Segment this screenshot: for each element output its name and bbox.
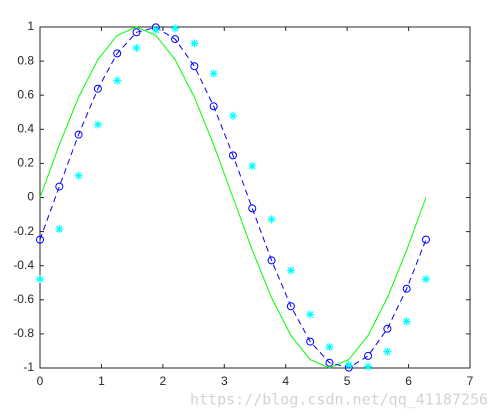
marker bbox=[209, 69, 218, 78]
marker bbox=[402, 284, 411, 293]
marker bbox=[248, 161, 257, 170]
marker bbox=[55, 182, 64, 191]
x-tick-label: 1 bbox=[98, 374, 105, 388]
marker bbox=[306, 310, 315, 319]
y-tick-label: -0.8 bbox=[13, 326, 34, 340]
y-tick-label: 0.2 bbox=[17, 156, 34, 170]
marker bbox=[267, 256, 276, 265]
x-tick-label: 3 bbox=[221, 374, 228, 388]
marker bbox=[151, 25, 160, 34]
y-tick-label: -0.6 bbox=[13, 292, 34, 306]
marker bbox=[228, 151, 237, 160]
marker bbox=[364, 351, 373, 360]
y-tick-label: 0.8 bbox=[17, 53, 34, 67]
marker bbox=[306, 337, 315, 346]
x-tick-label: 7 bbox=[467, 374, 474, 388]
marker bbox=[209, 102, 218, 111]
marker bbox=[286, 266, 295, 275]
marker bbox=[190, 62, 199, 71]
x-tick-label: 4 bbox=[282, 374, 289, 388]
marker bbox=[93, 84, 102, 93]
marker bbox=[267, 215, 276, 224]
marker bbox=[132, 28, 141, 37]
x-tick-label: 2 bbox=[160, 374, 167, 388]
x-tick-label: 5 bbox=[344, 374, 351, 388]
watermark: https://blog.csdn.net/qq_41187256 bbox=[190, 391, 488, 409]
marker bbox=[286, 302, 295, 311]
axes-box bbox=[39, 26, 471, 369]
y-tick-label: 1 bbox=[27, 19, 34, 33]
marker bbox=[402, 317, 411, 326]
marker bbox=[383, 347, 392, 356]
y-tick-label: 0 bbox=[27, 190, 34, 204]
marker bbox=[113, 49, 122, 58]
marker bbox=[325, 358, 334, 367]
marker bbox=[36, 235, 44, 244]
marker bbox=[421, 275, 430, 284]
marker bbox=[344, 361, 353, 370]
marker bbox=[228, 111, 237, 120]
marker bbox=[248, 204, 257, 213]
x-tick-label: 0 bbox=[37, 374, 44, 388]
marker bbox=[36, 275, 44, 284]
y-tick-label: -1 bbox=[23, 360, 34, 374]
marker bbox=[383, 324, 392, 333]
y-tick-label: 0.4 bbox=[17, 121, 34, 135]
marker bbox=[55, 225, 64, 234]
marker bbox=[74, 130, 83, 139]
marker bbox=[132, 43, 141, 52]
marker bbox=[190, 39, 199, 48]
marker bbox=[113, 76, 122, 85]
marker bbox=[171, 24, 180, 33]
marker bbox=[421, 235, 430, 244]
marker bbox=[364, 362, 373, 371]
y-tick-label: 0.6 bbox=[17, 87, 34, 101]
marker bbox=[74, 171, 83, 180]
marker bbox=[171, 35, 180, 44]
series-line bbox=[39, 26, 427, 369]
marker bbox=[93, 120, 102, 129]
y-tick-label: -0.4 bbox=[13, 258, 34, 272]
x-tick-label: 6 bbox=[405, 374, 412, 388]
series-line bbox=[39, 26, 427, 369]
marker bbox=[325, 343, 334, 352]
y-tick-label: -0.2 bbox=[13, 224, 34, 238]
